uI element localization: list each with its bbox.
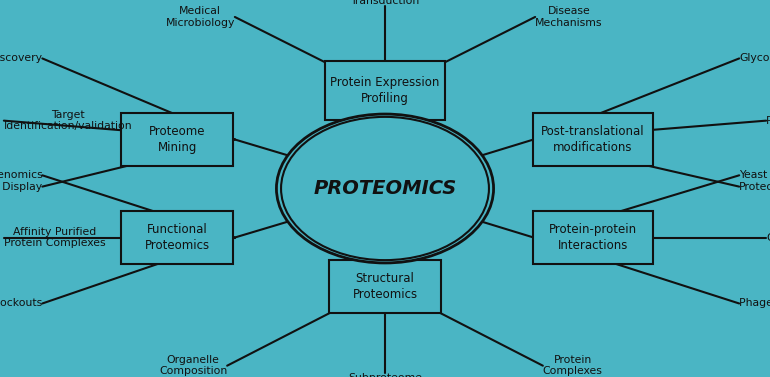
Text: Yeast two-hybrid: Yeast two-hybrid	[739, 170, 770, 180]
Text: Disease
Mechanisms: Disease Mechanisms	[535, 6, 603, 28]
Text: Differential Display: Differential Display	[0, 182, 42, 192]
FancyBboxPatch shape	[533, 211, 653, 264]
Text: Medical
Microbiology: Medical Microbiology	[166, 6, 235, 28]
Ellipse shape	[276, 114, 494, 263]
Text: Co-precipitation: Co-precipitation	[766, 233, 770, 242]
Text: Post-translational
modifications: Post-translational modifications	[541, 125, 644, 154]
FancyBboxPatch shape	[533, 113, 653, 166]
FancyBboxPatch shape	[122, 113, 233, 166]
Text: Proteome
Mining: Proteome Mining	[149, 125, 206, 154]
Text: Target
Identification/validation: Target Identification/validation	[4, 110, 132, 132]
Text: Mouse Knockouts: Mouse Knockouts	[0, 299, 42, 308]
Text: Organelle
Composition: Organelle Composition	[159, 355, 227, 377]
Text: Affinity Purified
Protein Complexes: Affinity Purified Protein Complexes	[4, 227, 105, 248]
Text: PROTEOMICS: PROTEOMICS	[313, 179, 457, 198]
Text: Functional
Proteomics: Functional Proteomics	[145, 223, 209, 252]
Text: Structural
Proteomics: Structural Proteomics	[353, 272, 417, 301]
Text: Protein Expression
Profiling: Protein Expression Profiling	[330, 76, 440, 105]
FancyBboxPatch shape	[325, 61, 445, 120]
FancyBboxPatch shape	[122, 211, 233, 264]
Text: Glycosylation: Glycosylation	[739, 54, 770, 63]
Text: Drug Discovery: Drug Discovery	[0, 54, 42, 63]
Text: Yeast Genomics: Yeast Genomics	[0, 170, 42, 180]
Ellipse shape	[281, 117, 489, 260]
Text: Protein-protein
Interactions: Protein-protein Interactions	[549, 223, 637, 252]
Text: Proteolysis: Proteolysis	[739, 182, 770, 192]
Text: Protein
Complexes: Protein Complexes	[543, 355, 603, 377]
Text: Signal
Transduction: Signal Transduction	[350, 0, 420, 6]
FancyBboxPatch shape	[330, 260, 440, 313]
Text: Subproteome
Isolation: Subproteome Isolation	[348, 373, 422, 377]
Text: Phosphorylation: Phosphorylation	[766, 116, 770, 126]
Text: Phage Display: Phage Display	[739, 299, 770, 308]
